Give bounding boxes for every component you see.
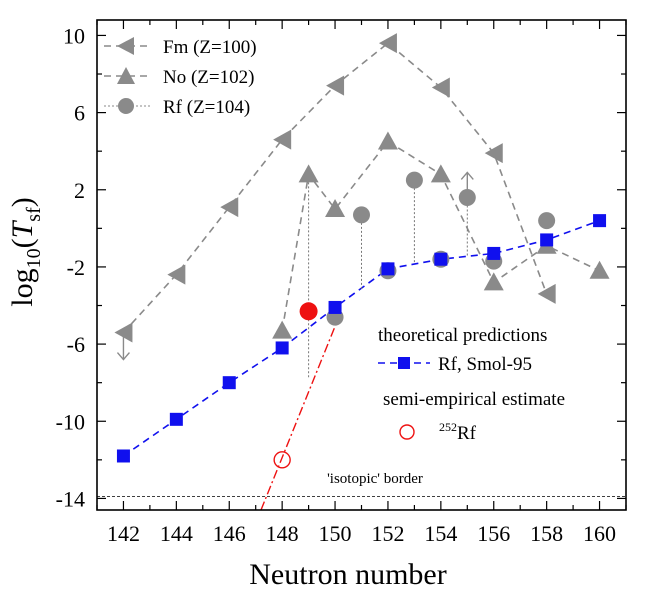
no-point [430, 164, 451, 183]
data-markers [114, 33, 610, 469]
fm-point [167, 264, 186, 285]
legend-rf-marker [118, 98, 134, 114]
fm-point [537, 283, 556, 304]
y-axis-title-var: T [6, 219, 39, 238]
smol-point [222, 376, 236, 390]
limit-arrowhead [460, 171, 474, 180]
no-point [325, 199, 346, 218]
rf-point [353, 206, 370, 224]
smol-point [381, 262, 395, 276]
smol-point [275, 341, 289, 355]
fm-point [114, 322, 133, 343]
y-axis-title: log10(Tsf) [6, 197, 45, 306]
limit-arrowhead [116, 352, 130, 361]
x-tick-label: 146 [213, 521, 246, 546]
smol-point [540, 233, 554, 247]
x-axis-title: Neutron number [249, 558, 446, 591]
dotted-connectors [116, 171, 474, 379]
no-point [377, 131, 398, 150]
legend-252rf-marker [399, 424, 415, 440]
isotopic-border-label: 'isotopic' border [327, 471, 423, 487]
legend-no-label: No (Z=102) [163, 67, 254, 88]
fm-point [378, 33, 397, 54]
smol-point [434, 252, 448, 266]
y-axis-title-base: 10 [23, 248, 45, 268]
smol-point [116, 449, 130, 463]
rf252-estimate-point [273, 451, 291, 469]
fm-point [273, 129, 292, 150]
y-tick-label: -6 [67, 332, 85, 357]
y-tick-label: 10 [63, 23, 85, 48]
y-axis-title-var-sub: sf [23, 207, 45, 222]
rf-point [405, 171, 423, 189]
axes: 142 144 146 148 150 152 154 156 158 160 10 6 2 -2 -6 -1… [56, 19, 627, 546]
smol-point [169, 412, 183, 426]
rf-point [458, 188, 476, 206]
x-tick-label: 160 [583, 521, 616, 546]
legend-heading-semiempirical: semi-empirical estimate [383, 389, 565, 410]
svg-text:log10(Tsf): log10(Tsf) [6, 197, 45, 306]
x-tick-label: 144 [160, 521, 193, 546]
x-tick-label: 150 [319, 521, 352, 546]
x-tick-label: 158 [530, 521, 563, 546]
no-point [483, 272, 504, 291]
y-tick-label: -2 [67, 255, 85, 280]
rf-point [538, 212, 556, 230]
smol-point [593, 214, 607, 228]
y-tick-label: 2 [74, 178, 85, 203]
no-point [272, 320, 293, 339]
legend-heading-theory: theoretical predictions [378, 325, 547, 346]
fm-point [220, 197, 239, 218]
legend-no-marker [117, 67, 135, 84]
red-dashdot-line [260, 312, 341, 511]
fm-point [431, 77, 450, 98]
plot-frame [96, 19, 627, 511]
x-tick-label: 154 [424, 521, 457, 546]
legend-smol-marker [398, 357, 410, 369]
x-tick-label: 148 [266, 521, 299, 546]
legend-252rf-label: 252Rf [439, 420, 477, 444]
legend-rf-label: Rf (Z=104) [163, 97, 250, 118]
smol-point [328, 300, 342, 314]
legend-top: Fm (Z=100) No (Z=102) Rf (Z=104) [104, 37, 257, 118]
fm-point [326, 75, 345, 96]
fm-point [484, 143, 503, 164]
x-tick-label: 152 [371, 521, 404, 546]
legend-bottom: theoretical predictions Rf, Smol-95 semi… [378, 325, 565, 444]
y-tick-label: -10 [56, 409, 85, 434]
legend-fm-label: Fm (Z=100) [163, 37, 257, 58]
y-tick-label: 6 [74, 101, 85, 126]
no-point [298, 164, 319, 183]
rf-observed-point [299, 302, 318, 321]
no-point [589, 260, 610, 279]
smol-point [487, 246, 501, 260]
y-axis-title-log: log [6, 268, 39, 306]
y-tick-label: -14 [56, 486, 85, 511]
legend-fm-marker [117, 37, 134, 55]
x-tick-label: 156 [477, 521, 510, 546]
x-tick-label: 142 [107, 521, 140, 546]
legend-smol-label: Rf, Smol-95 [438, 354, 532, 375]
